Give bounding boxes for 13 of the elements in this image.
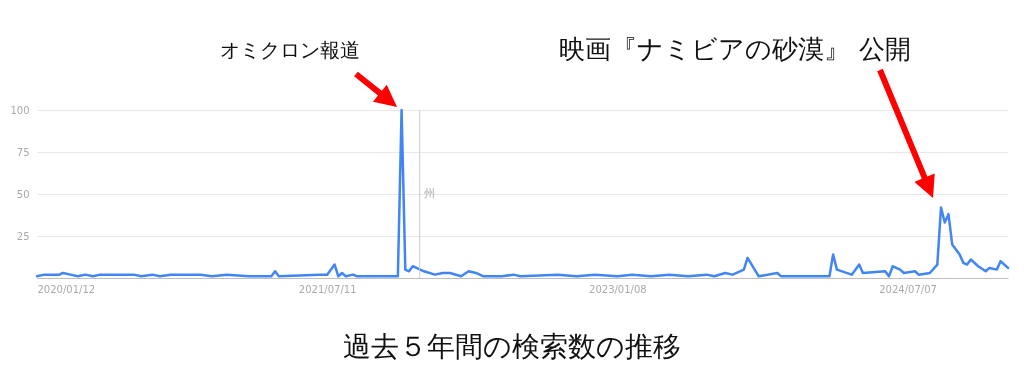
y-tick-label: 75 xyxy=(16,146,30,158)
text: オミクロン報道 xyxy=(220,38,360,62)
y-tick-label: 100 xyxy=(10,104,30,116)
text: 映画『ナミビアの砂漠』 公開 xyxy=(559,34,911,64)
text: 過去５年間の検索数の推移 xyxy=(342,329,682,365)
x-tick-label: 2023/01/08 xyxy=(589,283,647,295)
y-tick-label: 25 xyxy=(16,230,30,242)
ref-line-label: 州 xyxy=(423,187,435,200)
line-series xyxy=(35,108,1010,278)
x-tick-label: 2024/07/07 xyxy=(879,283,937,295)
y-tick-label: 50 xyxy=(16,188,30,200)
x-tick-label: 2021/07/11 xyxy=(298,283,357,295)
x-tick-label: 2020/01/12 xyxy=(37,283,96,295)
